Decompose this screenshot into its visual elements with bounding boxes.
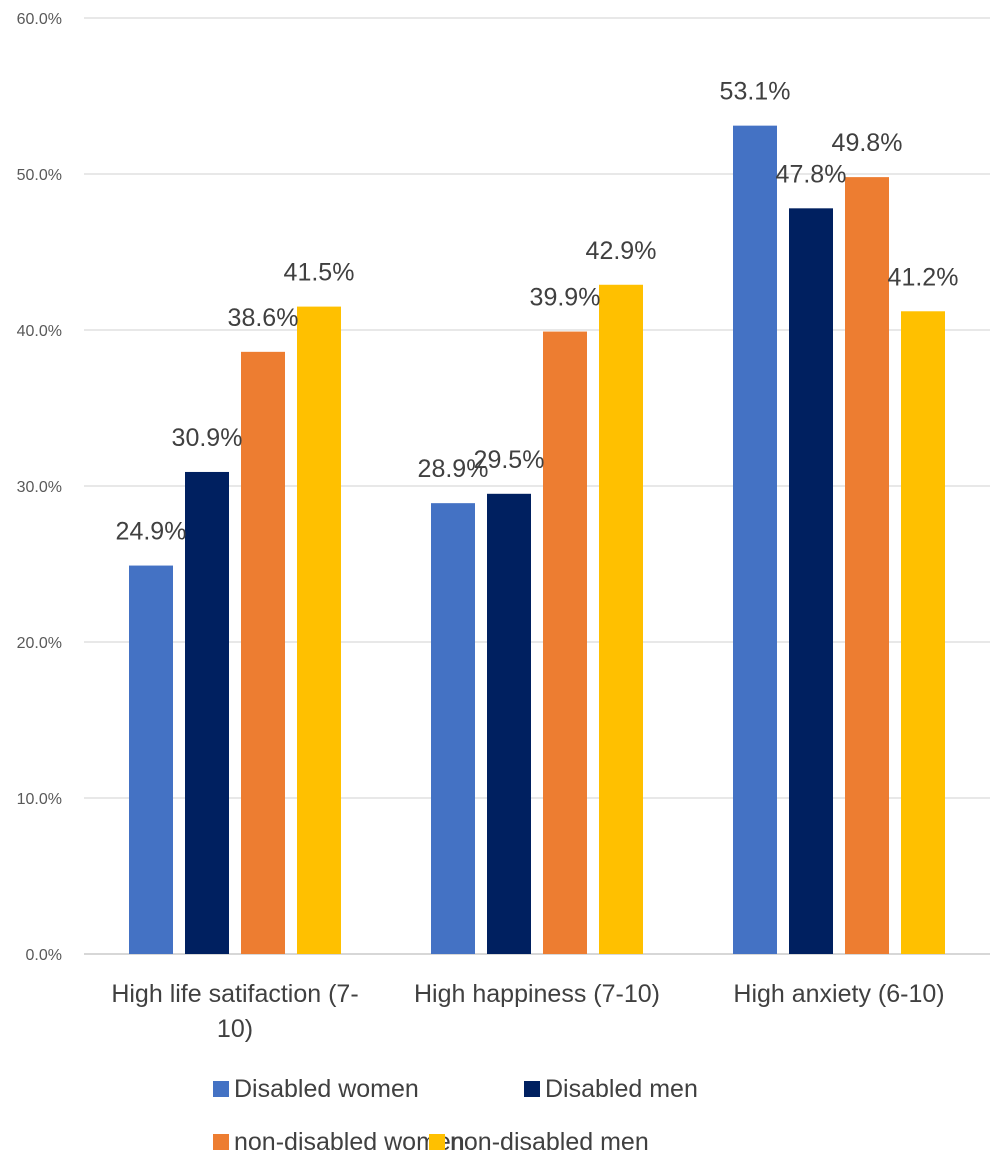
category-label: High anxiety (6-10)	[733, 980, 944, 1008]
legend-item: non-disabled women	[213, 1128, 465, 1156]
legend-label: non-disabled men	[450, 1128, 649, 1156]
data-label: 41.5%	[284, 259, 355, 287]
data-label: 41.2%	[888, 263, 959, 291]
bar	[431, 503, 475, 954]
bar	[241, 351, 285, 955]
data-label: 38.6%	[228, 304, 299, 332]
legend-item: non-disabled men	[429, 1128, 649, 1156]
legend-swatch	[213, 1081, 229, 1097]
bars	[129, 125, 945, 955]
y-tick-label: 20.0%	[17, 635, 62, 652]
gridlines	[84, 17, 990, 955]
bar	[543, 331, 587, 954]
y-axis-tick-labels: 0.0% 10.0% 20.0% 30.0% 40.0% 50.0% 60.0%	[17, 11, 62, 964]
data-label: 30.9%	[172, 424, 243, 452]
y-tick-label: 50.0%	[17, 167, 62, 184]
legend-swatch	[429, 1134, 445, 1150]
legend-swatch	[524, 1081, 540, 1097]
bar	[129, 565, 173, 954]
y-tick-label: 40.0%	[17, 323, 62, 340]
legend-item: Disabled men	[524, 1075, 698, 1103]
legend-swatch	[213, 1134, 229, 1150]
data-label: 49.8%	[832, 129, 903, 157]
bar	[733, 125, 777, 954]
legend-label: Disabled women	[234, 1075, 419, 1103]
bar	[901, 311, 945, 954]
legend-label: non-disabled women	[234, 1128, 465, 1156]
bar	[599, 284, 643, 954]
data-labels: 24.9% 28.9% 53.1% 30.9% 29.5% 47.8% 38.6% 39.9%…	[116, 78, 959, 546]
bar	[845, 177, 889, 954]
data-label: 42.9%	[586, 237, 657, 265]
data-label: 53.1%	[720, 78, 791, 106]
data-label: 39.9%	[530, 284, 601, 312]
bar	[185, 471, 229, 954]
bar	[487, 493, 531, 954]
category-label: 10)	[217, 1015, 253, 1043]
legend-label: Disabled men	[545, 1075, 698, 1103]
data-label: 29.5%	[474, 446, 545, 474]
data-label: 47.8%	[776, 160, 847, 188]
bar	[297, 306, 341, 955]
x-axis-category-labels: High life satifaction (7- 10) High happine…	[111, 980, 944, 1043]
y-tick-label: 60.0%	[17, 11, 62, 28]
legend-item: Disabled women	[213, 1075, 419, 1103]
category-label: High happiness (7-10)	[414, 980, 660, 1008]
bar	[789, 208, 833, 954]
y-tick-label: 10.0%	[17, 791, 62, 808]
category-label: High life satifaction (7-	[111, 980, 358, 1008]
data-label: 28.9%	[418, 455, 489, 483]
data-label: 24.9%	[116, 518, 187, 546]
legend: Disabled women Disabled men non-disabled w…	[213, 1075, 698, 1156]
y-tick-label: 30.0%	[17, 479, 62, 496]
y-tick-label: 0.0%	[26, 947, 62, 964]
